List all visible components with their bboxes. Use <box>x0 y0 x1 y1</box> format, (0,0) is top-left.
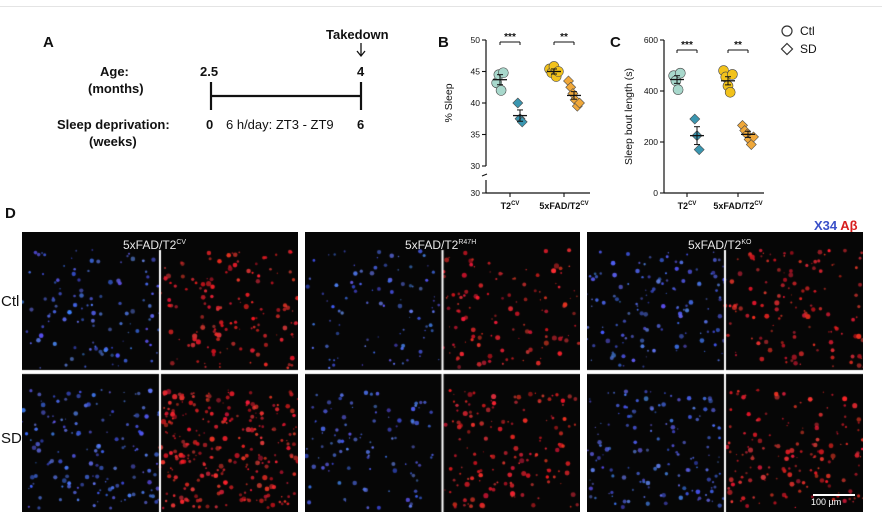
significance-label: ** <box>734 40 742 51</box>
data-point-ctl <box>724 86 736 98</box>
sd-protocol-text: 6 h/day: ZT3 - ZT9 <box>226 117 334 132</box>
takedown-label: Takedown <box>326 27 389 42</box>
genotype-label-ko: 5xFAD/T2KO <box>688 238 752 252</box>
panel-a-letter: A <box>43 34 54 51</box>
sd-start-value: 0 <box>206 117 214 132</box>
data-point-ctl <box>497 67 509 79</box>
scale-bar <box>813 494 855 496</box>
takedown-arrow-icon <box>356 43 366 58</box>
sd-label-line2: (weeks) <box>89 134 137 149</box>
top-divider <box>0 6 882 7</box>
genotype-label-r47h: 5xFAD/T2R47H <box>405 238 477 252</box>
stain-abeta-label: Aβ <box>840 218 858 233</box>
y-axis-title: Sleep bout length (s) <box>623 68 635 165</box>
panel-c-letter: C <box>610 34 621 51</box>
x-category-label: 5xFAD/T2CV <box>713 201 762 211</box>
x-category-label: T2CV <box>501 201 520 211</box>
significance-label: *** <box>504 32 516 43</box>
y-tick-label: 40 <box>471 98 481 108</box>
micrograph-group-ko: 5xFAD/T2KO 100 µm <box>587 232 863 512</box>
y-tick-label: 35 <box>471 130 481 140</box>
sd-end-value: 6 <box>357 117 365 132</box>
legend-ctl-circle-icon <box>781 25 793 37</box>
y-tick-label: 45 <box>471 67 481 77</box>
data-point-sd <box>693 144 705 156</box>
significance-label: *** <box>681 40 693 51</box>
data-point-sd <box>745 139 757 150</box>
y-tick-label: 0 <box>653 188 658 198</box>
data-point-ctl <box>727 69 738 80</box>
data-point-ctl <box>672 84 684 96</box>
x-category-label: 5xFAD/T2CV <box>539 201 588 211</box>
x-category-label: T2CV <box>678 201 697 211</box>
micrograph-group-r47h: 5xFAD/T2R47H <box>305 232 580 512</box>
data-point-sd <box>574 97 585 109</box>
data-point-sd <box>512 97 524 109</box>
axis-break-mark <box>481 173 488 177</box>
panel-d-letter: D <box>5 205 16 222</box>
legend-sd-label: SD <box>800 42 817 56</box>
stain-legend: X34 Aβ <box>814 218 858 233</box>
y-tick-label: 200 <box>644 137 658 147</box>
row-label-sd: SD <box>1 430 22 447</box>
stain-x34-label: X34 <box>814 218 838 233</box>
micrograph-group-cv: 5xFAD/T2CV <box>22 232 298 512</box>
data-point-ctl <box>495 85 507 96</box>
genotype-label-cv: 5xFAD/T2CV <box>123 238 187 252</box>
age-start-value: 2.5 <box>200 64 219 79</box>
chart-sleep-bout-length: 0 200 400 600 T2CV 5xFAD/T2CV Sleep bout lengt… <box>623 35 764 211</box>
y-axis-title: % Sleep <box>443 83 455 122</box>
y-tick-label: 400 <box>644 86 658 96</box>
legend-ctl-label: Ctl <box>800 24 815 38</box>
row-label-ctl: Ctl <box>1 293 20 310</box>
age-label-line1: Age: <box>100 64 129 79</box>
sd-label-line1: Sleep deprivation: <box>57 117 170 132</box>
timeline-axis <box>209 82 363 110</box>
y-tick-label: 50 <box>471 35 481 45</box>
significance-label: ** <box>560 32 568 43</box>
data-point-sd <box>689 113 701 125</box>
y-tick-label: 30 <box>471 161 481 171</box>
legend-sd-diamond-icon <box>780 42 794 56</box>
age-end-value: 4 <box>357 64 365 79</box>
y-tick-label: 30 <box>471 188 481 198</box>
age-label-line2: (months) <box>88 81 144 96</box>
panel-b-letter: B <box>438 34 449 51</box>
scale-bar-label: 100 µm <box>811 497 842 507</box>
y-tick-label: 600 <box>644 35 658 45</box>
